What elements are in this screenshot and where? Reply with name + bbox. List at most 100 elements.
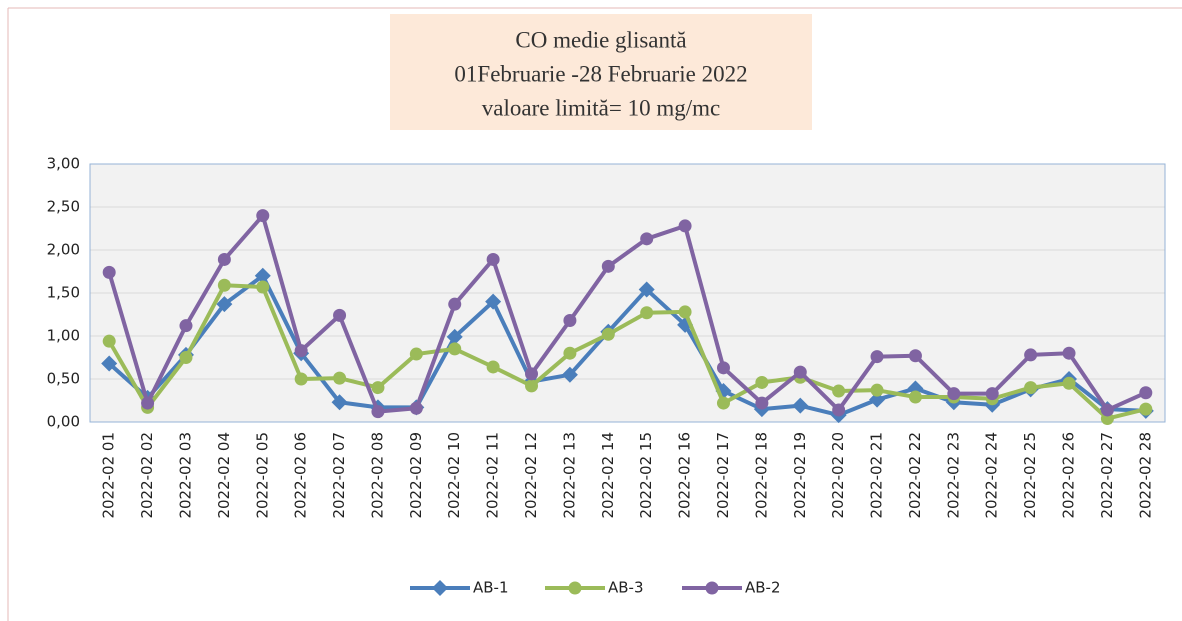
chart-title: 01Februarie -28 Februarie 2022 xyxy=(454,61,747,86)
legend-label: AB-3 xyxy=(608,579,644,597)
x-tick-label: 2022-02 17 xyxy=(714,432,732,519)
data-point xyxy=(448,342,462,356)
data-point xyxy=(179,351,193,364)
data-point xyxy=(371,405,385,419)
x-tick-label: 2022-02 22 xyxy=(906,432,924,519)
data-point xyxy=(486,252,500,266)
x-tick-label: 2022-02 26 xyxy=(1060,432,1078,519)
x-tick-label: 2022-02 08 xyxy=(368,432,386,519)
legend-marker xyxy=(432,580,448,596)
legend-marker xyxy=(705,581,719,595)
x-tick-label: 2022-02 03 xyxy=(176,432,194,519)
data-point xyxy=(985,387,999,401)
x-tick-label: 2022-02 06 xyxy=(292,432,310,519)
data-point xyxy=(716,396,730,410)
data-point xyxy=(792,397,809,414)
data-point xyxy=(486,360,500,374)
data-point xyxy=(640,306,654,320)
x-tick-label: 2022-02 15 xyxy=(637,432,655,519)
data-point xyxy=(216,296,233,313)
y-tick-label: 0,00 xyxy=(47,413,80,431)
data-point xyxy=(294,344,308,358)
x-tick-label: 2022-02 27 xyxy=(1098,432,1116,519)
data-point xyxy=(102,334,116,348)
data-point xyxy=(254,267,271,284)
x-tick-label: 2022-02 28 xyxy=(1136,432,1154,519)
x-tick-label: 2022-02 10 xyxy=(445,432,463,519)
data-point xyxy=(1100,403,1114,417)
x-tick-label: 2022-02 09 xyxy=(407,432,425,519)
data-point xyxy=(832,384,846,398)
x-tick-label: 2022-02 20 xyxy=(829,432,847,519)
title-box xyxy=(390,14,812,130)
legend-label: AB-2 xyxy=(745,579,781,597)
data-point xyxy=(1024,348,1038,362)
x-tick-label: 2022-02 19 xyxy=(791,432,809,519)
data-point xyxy=(908,390,922,404)
y-tick-label: 2,00 xyxy=(47,241,80,259)
x-tick-label: 2022-02 13 xyxy=(560,432,578,519)
x-tick-label: 2022-02 05 xyxy=(253,432,271,519)
x-tick-label: 2022-02 18 xyxy=(752,432,770,519)
x-tick-label: 2022-02 24 xyxy=(983,432,1001,519)
y-tick-label: 1,50 xyxy=(47,284,80,302)
data-point xyxy=(333,371,347,385)
x-tick-label: 2022-02 16 xyxy=(676,432,694,519)
series-line xyxy=(107,213,1147,414)
data-point xyxy=(716,361,730,375)
data-point xyxy=(294,372,308,386)
data-point xyxy=(409,401,423,415)
data-point xyxy=(638,281,655,298)
x-tick-label: 2022-02 07 xyxy=(330,432,348,519)
data-point xyxy=(409,347,423,361)
data-point xyxy=(1062,376,1076,390)
legend-marker xyxy=(568,581,582,595)
data-point xyxy=(525,379,539,393)
x-tick-label: 2022-02 12 xyxy=(522,432,540,519)
data-point xyxy=(678,219,692,233)
data-point xyxy=(563,314,577,328)
chart-title: valoare limită= 10 mg/mc xyxy=(482,95,720,120)
data-point xyxy=(832,403,846,417)
data-point xyxy=(446,328,463,345)
y-tick-label: 1,00 xyxy=(47,327,80,345)
data-point xyxy=(1139,402,1153,416)
data-point xyxy=(601,259,615,273)
data-point xyxy=(371,381,385,395)
data-point xyxy=(141,396,155,410)
data-point xyxy=(755,375,769,389)
x-tick-label: 2022-02 14 xyxy=(599,432,617,519)
data-point xyxy=(217,278,231,292)
x-tick-label: 2022-02 01 xyxy=(100,432,118,519)
data-point xyxy=(561,366,578,383)
series-line xyxy=(107,283,1147,421)
data-point xyxy=(448,297,462,311)
chart-title: CO medie glisantă xyxy=(515,27,686,52)
data-point xyxy=(870,350,884,364)
data-point xyxy=(640,232,654,246)
data-point xyxy=(217,252,231,266)
x-tick-label: 2022-02 21 xyxy=(868,432,886,519)
data-point xyxy=(793,365,807,379)
data-point xyxy=(947,387,961,401)
y-tick-label: 0,50 xyxy=(47,370,80,388)
data-point xyxy=(755,396,769,410)
x-tick-label: 2022-02 23 xyxy=(944,432,962,519)
data-point xyxy=(601,327,615,341)
data-point xyxy=(101,355,118,372)
data-point xyxy=(869,391,886,408)
data-point xyxy=(179,319,193,333)
data-point xyxy=(525,367,539,381)
data-point xyxy=(1062,346,1076,360)
y-tick-label: 3,00 xyxy=(47,155,80,173)
y-tick-label: 2,50 xyxy=(47,198,80,216)
x-tick-label: 2022-02 11 xyxy=(484,432,502,519)
series-line xyxy=(107,273,1146,418)
data-point xyxy=(678,305,692,319)
legend-label: AB-1 xyxy=(473,579,509,597)
data-point xyxy=(102,265,116,279)
plot-border xyxy=(89,163,1166,423)
x-tick-label: 2022-02 25 xyxy=(1021,432,1039,519)
data-point xyxy=(485,293,502,310)
